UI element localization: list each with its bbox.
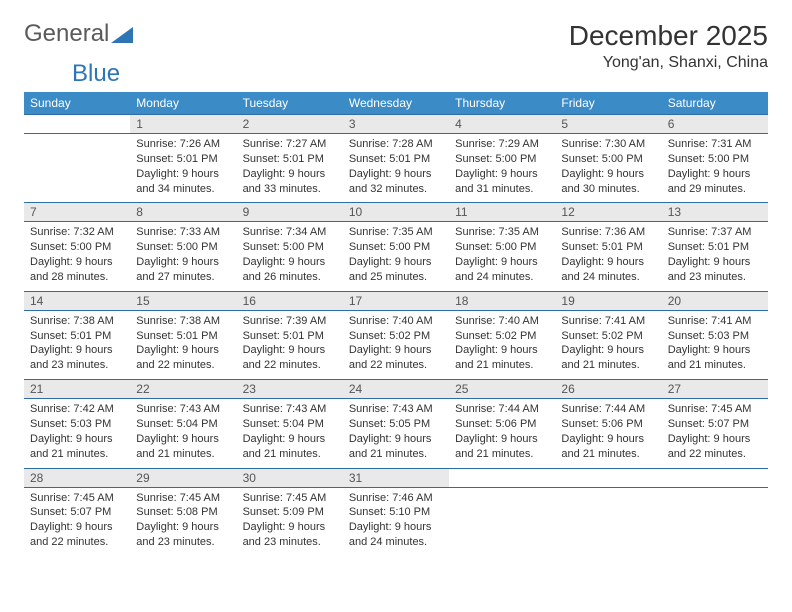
day-number-cell: 31 <box>343 468 449 487</box>
day-number-cell: 15 <box>130 291 236 310</box>
day-detail-row: Sunrise: 7:32 AMSunset: 5:00 PMDaylight:… <box>24 222 768 291</box>
day-number-cell: 14 <box>24 291 130 310</box>
day-detail-row: Sunrise: 7:26 AMSunset: 5:01 PMDaylight:… <box>24 134 768 203</box>
weekday-header: Wednesday <box>343 92 449 115</box>
day-number-cell: 27 <box>662 380 768 399</box>
day-detail-cell: Sunrise: 7:46 AMSunset: 5:10 PMDaylight:… <box>343 487 449 556</box>
day-number-cell <box>449 468 555 487</box>
day-detail-cell: Sunrise: 7:40 AMSunset: 5:02 PMDaylight:… <box>449 310 555 379</box>
day-detail-cell: Sunrise: 7:35 AMSunset: 5:00 PMDaylight:… <box>343 222 449 291</box>
day-detail-cell: Sunrise: 7:45 AMSunset: 5:09 PMDaylight:… <box>237 487 343 556</box>
day-detail-cell: Sunrise: 7:40 AMSunset: 5:02 PMDaylight:… <box>343 310 449 379</box>
day-number-cell: 23 <box>237 380 343 399</box>
day-number-cell: 21 <box>24 380 130 399</box>
day-number-cell: 6 <box>662 115 768 134</box>
day-number-cell: 1 <box>130 115 236 134</box>
day-number-cell: 28 <box>24 468 130 487</box>
day-number-cell: 17 <box>343 291 449 310</box>
month-title: December 2025 <box>569 20 768 52</box>
day-detail-cell: Sunrise: 7:38 AMSunset: 5:01 PMDaylight:… <box>24 310 130 379</box>
day-number-cell: 22 <box>130 380 236 399</box>
day-number-cell: 2 <box>237 115 343 134</box>
day-detail-cell: Sunrise: 7:28 AMSunset: 5:01 PMDaylight:… <box>343 134 449 203</box>
logo-triangle-icon <box>111 25 133 43</box>
day-number-row: 14151617181920 <box>24 291 768 310</box>
day-detail-cell: Sunrise: 7:27 AMSunset: 5:01 PMDaylight:… <box>237 134 343 203</box>
logo-part1: General <box>24 20 109 48</box>
day-detail-cell: Sunrise: 7:43 AMSunset: 5:05 PMDaylight:… <box>343 399 449 468</box>
day-detail-cell: Sunrise: 7:41 AMSunset: 5:03 PMDaylight:… <box>662 310 768 379</box>
day-detail-cell: Sunrise: 7:30 AMSunset: 5:00 PMDaylight:… <box>555 134 661 203</box>
weekday-header: Friday <box>555 92 661 115</box>
day-detail-cell: Sunrise: 7:41 AMSunset: 5:02 PMDaylight:… <box>555 310 661 379</box>
day-number-row: 28293031 <box>24 468 768 487</box>
day-detail-cell: Sunrise: 7:42 AMSunset: 5:03 PMDaylight:… <box>24 399 130 468</box>
day-detail-cell: Sunrise: 7:32 AMSunset: 5:00 PMDaylight:… <box>24 222 130 291</box>
day-number-cell: 8 <box>130 203 236 222</box>
day-number-row: 123456 <box>24 115 768 134</box>
day-detail-cell: Sunrise: 7:44 AMSunset: 5:06 PMDaylight:… <box>449 399 555 468</box>
day-detail-cell <box>449 487 555 556</box>
day-number-cell: 16 <box>237 291 343 310</box>
weekday-header: Monday <box>130 92 236 115</box>
day-detail-cell: Sunrise: 7:45 AMSunset: 5:08 PMDaylight:… <box>130 487 236 556</box>
day-number-cell: 30 <box>237 468 343 487</box>
day-number-cell: 25 <box>449 380 555 399</box>
day-number-cell <box>24 115 130 134</box>
day-detail-cell <box>555 487 661 556</box>
logo-line2: Blue <box>24 60 768 88</box>
day-detail-cell: Sunrise: 7:29 AMSunset: 5:00 PMDaylight:… <box>449 134 555 203</box>
day-number-cell <box>555 468 661 487</box>
day-number-cell: 20 <box>662 291 768 310</box>
day-number-cell <box>662 468 768 487</box>
day-detail-cell: Sunrise: 7:26 AMSunset: 5:01 PMDaylight:… <box>130 134 236 203</box>
day-number-row: 78910111213 <box>24 203 768 222</box>
day-detail-cell: Sunrise: 7:35 AMSunset: 5:00 PMDaylight:… <box>449 222 555 291</box>
day-detail-cell: Sunrise: 7:43 AMSunset: 5:04 PMDaylight:… <box>237 399 343 468</box>
weekday-header: Sunday <box>24 92 130 115</box>
day-number-cell: 29 <box>130 468 236 487</box>
day-number-cell: 12 <box>555 203 661 222</box>
calendar-table: SundayMondayTuesdayWednesdayThursdayFrid… <box>24 92 768 556</box>
day-number-cell: 19 <box>555 291 661 310</box>
logo: General <box>24 20 135 48</box>
day-detail-cell: Sunrise: 7:36 AMSunset: 5:01 PMDaylight:… <box>555 222 661 291</box>
day-number-cell: 9 <box>237 203 343 222</box>
day-detail-cell <box>24 134 130 203</box>
day-number-cell: 26 <box>555 380 661 399</box>
day-detail-row: Sunrise: 7:42 AMSunset: 5:03 PMDaylight:… <box>24 399 768 468</box>
day-detail-cell: Sunrise: 7:38 AMSunset: 5:01 PMDaylight:… <box>130 310 236 379</box>
day-detail-cell: Sunrise: 7:37 AMSunset: 5:01 PMDaylight:… <box>662 222 768 291</box>
day-number-cell: 5 <box>555 115 661 134</box>
logo-part2: Blue <box>72 60 120 87</box>
day-detail-cell: Sunrise: 7:39 AMSunset: 5:01 PMDaylight:… <box>237 310 343 379</box>
day-detail-cell: Sunrise: 7:34 AMSunset: 5:00 PMDaylight:… <box>237 222 343 291</box>
weekday-header: Saturday <box>662 92 768 115</box>
day-detail-row: Sunrise: 7:45 AMSunset: 5:07 PMDaylight:… <box>24 487 768 556</box>
day-detail-cell: Sunrise: 7:33 AMSunset: 5:00 PMDaylight:… <box>130 222 236 291</box>
weekday-header: Thursday <box>449 92 555 115</box>
day-number-row: 21222324252627 <box>24 380 768 399</box>
day-number-cell: 7 <box>24 203 130 222</box>
day-detail-cell: Sunrise: 7:45 AMSunset: 5:07 PMDaylight:… <box>24 487 130 556</box>
day-number-cell: 18 <box>449 291 555 310</box>
day-detail-row: Sunrise: 7:38 AMSunset: 5:01 PMDaylight:… <box>24 310 768 379</box>
day-detail-cell <box>662 487 768 556</box>
day-detail-cell: Sunrise: 7:31 AMSunset: 5:00 PMDaylight:… <box>662 134 768 203</box>
day-detail-cell: Sunrise: 7:44 AMSunset: 5:06 PMDaylight:… <box>555 399 661 468</box>
day-number-cell: 4 <box>449 115 555 134</box>
calendar-body: 123456Sunrise: 7:26 AMSunset: 5:01 PMDay… <box>24 115 768 556</box>
day-detail-cell: Sunrise: 7:43 AMSunset: 5:04 PMDaylight:… <box>130 399 236 468</box>
day-number-cell: 10 <box>343 203 449 222</box>
calendar-head: SundayMondayTuesdayWednesdayThursdayFrid… <box>24 92 768 115</box>
day-number-cell: 3 <box>343 115 449 134</box>
day-detail-cell: Sunrise: 7:45 AMSunset: 5:07 PMDaylight:… <box>662 399 768 468</box>
day-number-cell: 11 <box>449 203 555 222</box>
day-number-cell: 24 <box>343 380 449 399</box>
weekday-header: Tuesday <box>237 92 343 115</box>
day-number-cell: 13 <box>662 203 768 222</box>
